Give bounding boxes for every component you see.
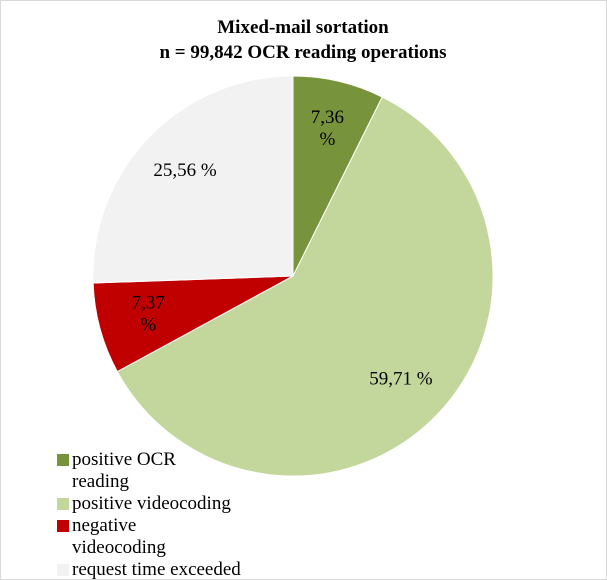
legend-label: request time exceeded <box>72 559 241 580</box>
legend-label: positive videocoding <box>72 493 231 514</box>
legend-label: negative videocoding <box>72 515 166 558</box>
chart-subtitle: n = 99,842 OCR reading operations <box>159 42 446 63</box>
data-label: 59,71 % <box>369 369 433 390</box>
legend-swatch <box>57 520 69 532</box>
pie-slice <box>92 75 294 284</box>
legend-swatch <box>57 564 69 576</box>
legend-item: negative videocoding <box>57 515 339 559</box>
legend-item: positive videocoding <box>57 493 327 515</box>
data-label: 25,56 % <box>153 160 217 181</box>
legend-item: request time exceeded <box>57 559 327 580</box>
chart-title: Mixed-mail sortation <box>217 17 389 38</box>
legend-item: positive OCR reading <box>57 449 339 493</box>
legend-swatch <box>57 498 69 510</box>
legend-label: positive OCR reading <box>72 449 176 492</box>
data-label: 7,36% <box>311 107 344 150</box>
data-label: 7,37% <box>132 293 165 336</box>
pie-slice <box>116 96 494 477</box>
legend-swatch <box>57 454 69 466</box>
legend: positive OCR reading positive videocoding… <box>57 449 597 580</box>
